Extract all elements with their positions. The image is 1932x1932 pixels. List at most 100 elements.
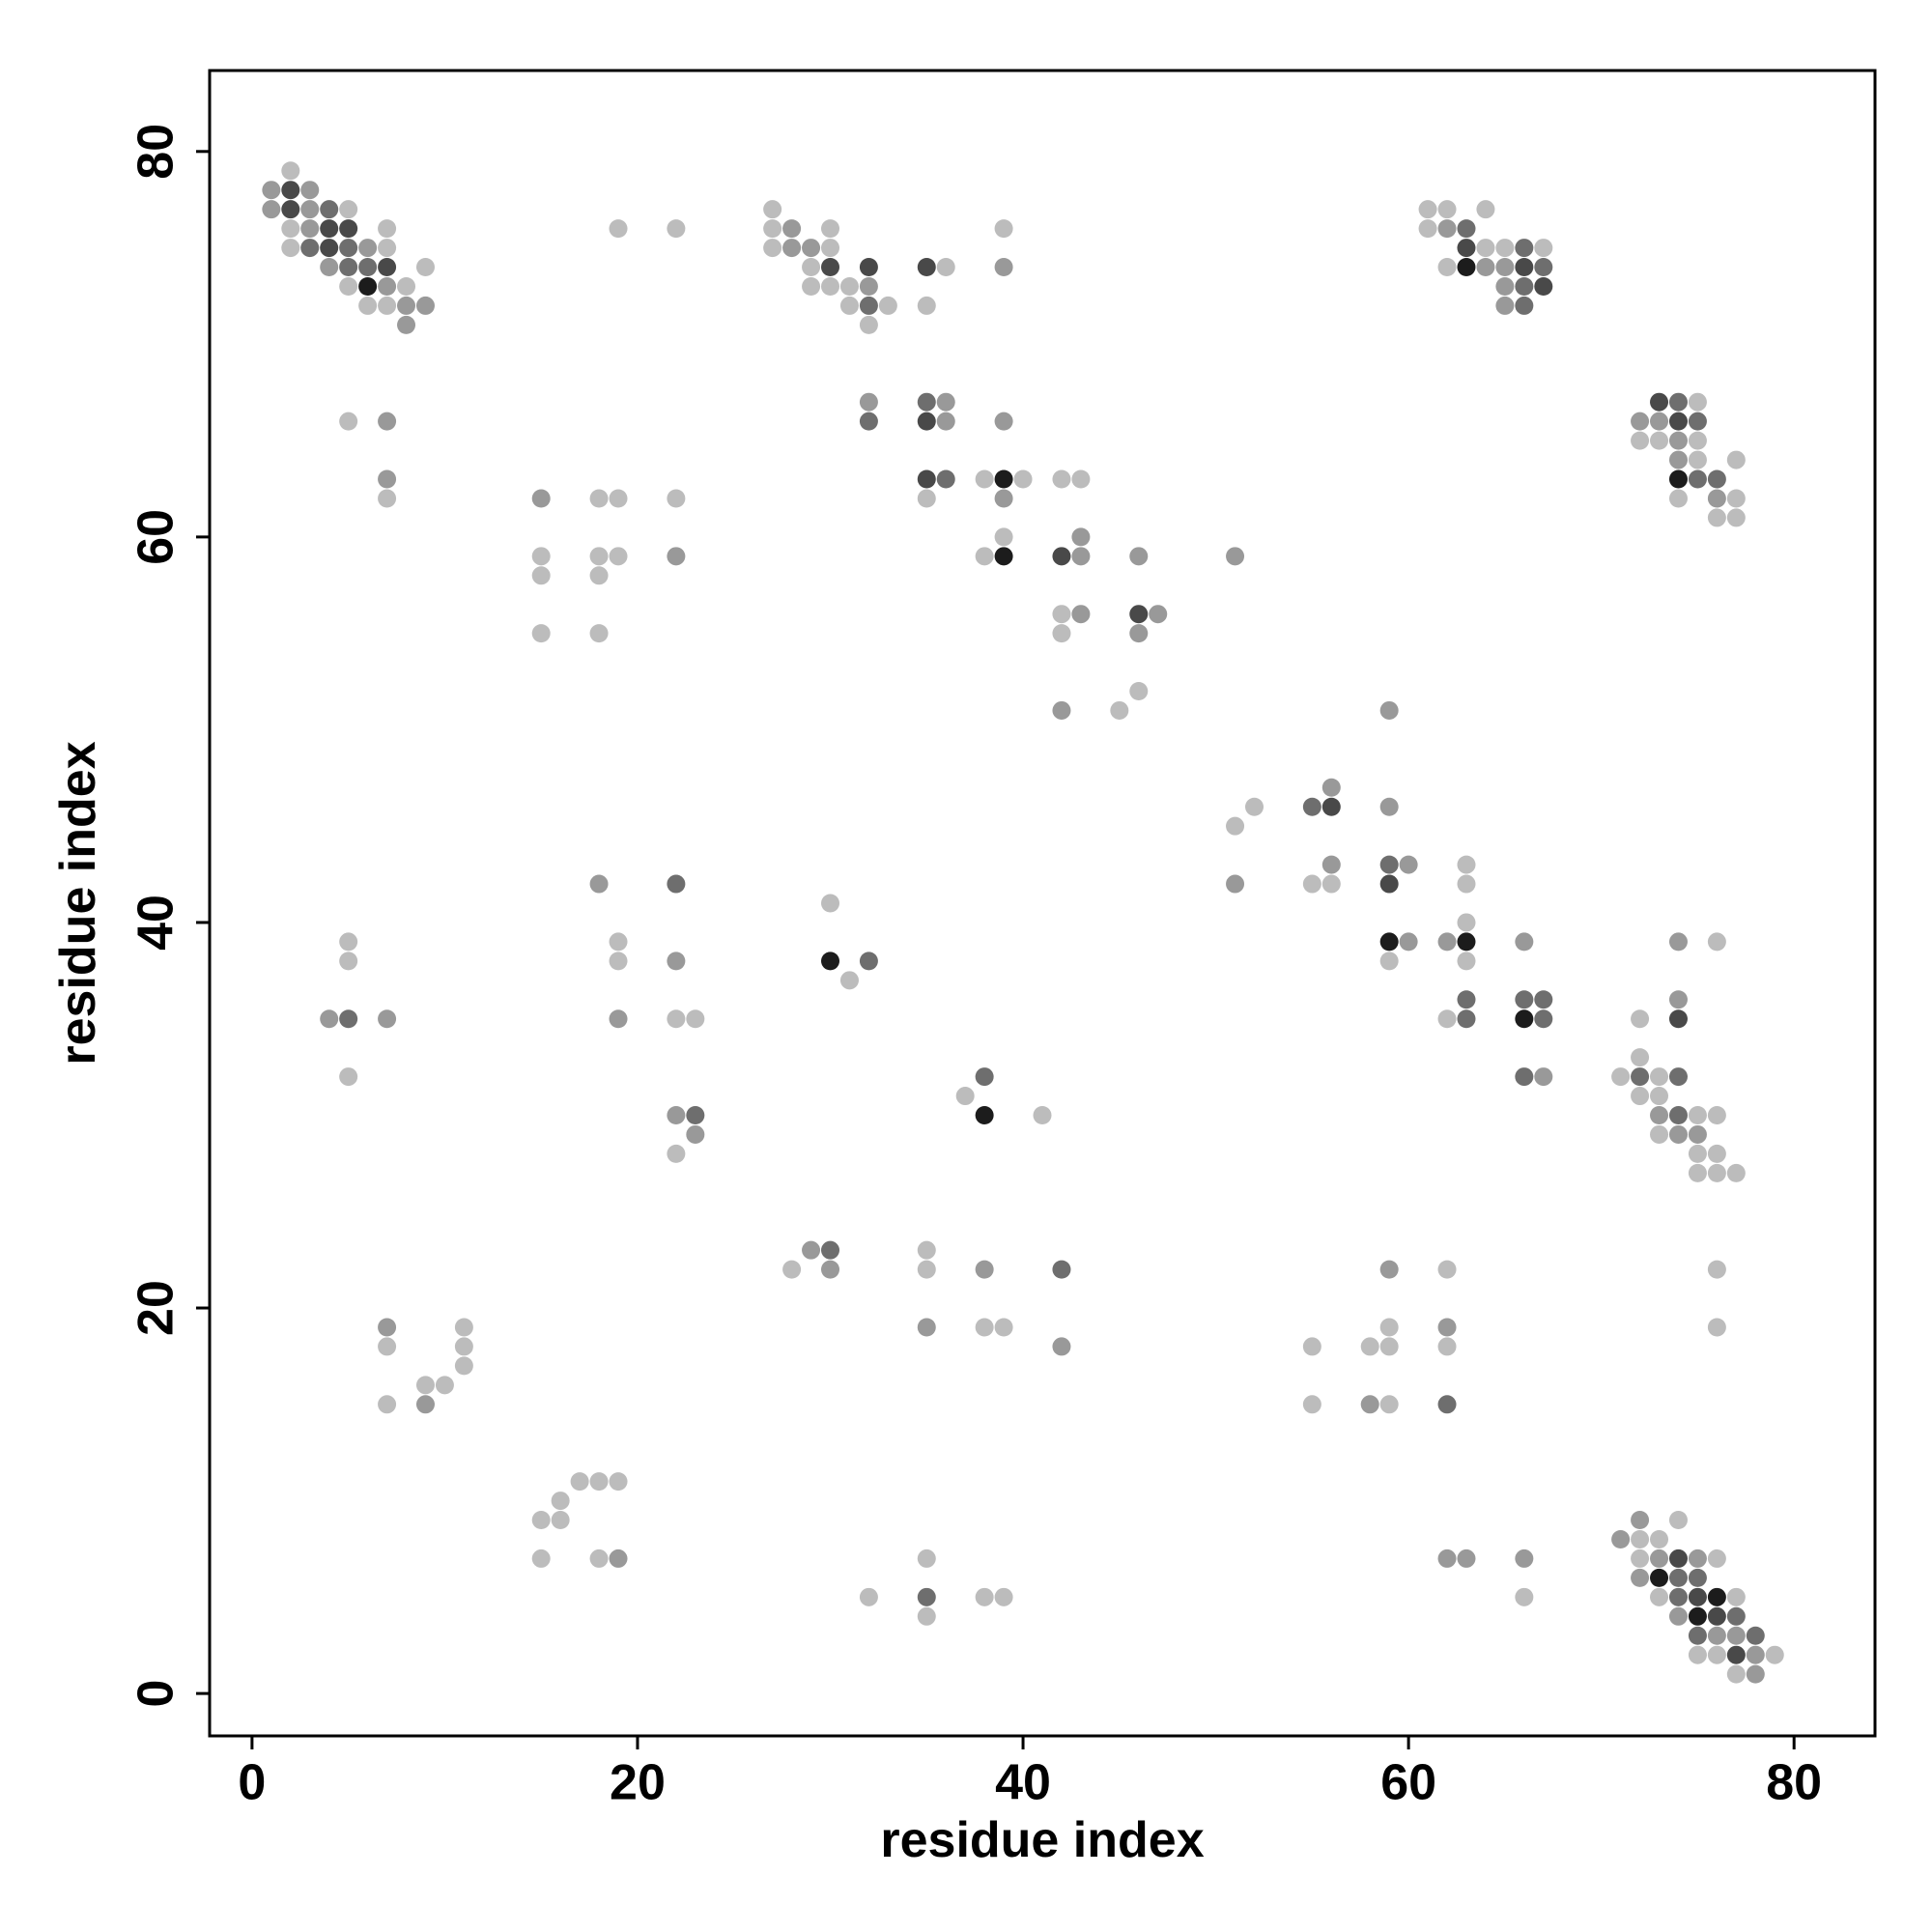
point	[917, 412, 936, 431]
point	[1726, 1664, 1746, 1684]
point	[339, 932, 358, 952]
point	[1399, 855, 1418, 874]
point	[782, 1260, 802, 1279]
point	[1302, 1395, 1321, 1414]
point	[1457, 990, 1476, 1009]
point	[1515, 1067, 1534, 1087]
point	[397, 315, 416, 334]
point	[1668, 1124, 1688, 1144]
point	[531, 624, 551, 643]
point	[1515, 1587, 1534, 1606]
point	[397, 276, 416, 296]
point	[1033, 1105, 1052, 1124]
point	[821, 1260, 840, 1279]
point	[994, 1318, 1013, 1337]
point	[1071, 605, 1091, 624]
point	[1726, 1645, 1746, 1664]
point	[1668, 469, 1688, 489]
point	[1668, 1568, 1688, 1587]
point	[300, 219, 320, 239]
point	[994, 258, 1013, 277]
point	[262, 181, 281, 200]
point	[1726, 1587, 1746, 1606]
point	[917, 489, 936, 508]
point	[1052, 605, 1071, 624]
point	[339, 258, 358, 277]
point	[1668, 450, 1688, 469]
point	[1707, 1318, 1726, 1337]
point	[1668, 1511, 1688, 1530]
point	[531, 547, 551, 566]
point	[821, 258, 840, 277]
point	[281, 219, 300, 239]
y-axis-label: residue index	[50, 741, 106, 1065]
point	[1129, 624, 1149, 643]
point	[1688, 1163, 1707, 1182]
point	[1726, 1606, 1746, 1626]
point	[1668, 990, 1688, 1009]
point	[1437, 1318, 1457, 1337]
point	[1418, 200, 1437, 219]
point	[1476, 258, 1495, 277]
point	[1379, 874, 1399, 894]
point	[300, 200, 320, 219]
point	[1379, 1337, 1399, 1356]
point	[358, 276, 378, 296]
point	[936, 412, 955, 431]
point	[763, 200, 782, 219]
point	[378, 1337, 397, 1356]
point	[839, 296, 859, 315]
point	[667, 1105, 686, 1124]
point	[917, 1606, 936, 1626]
point	[1437, 1260, 1457, 1279]
point	[358, 296, 378, 315]
point	[1515, 1009, 1534, 1029]
point	[1302, 874, 1321, 894]
point	[1457, 1009, 1476, 1029]
point	[936, 469, 955, 489]
point	[1668, 489, 1688, 508]
point	[975, 1318, 994, 1337]
point	[859, 258, 878, 277]
point	[1726, 489, 1746, 508]
point	[1746, 1626, 1765, 1645]
point	[1149, 605, 1168, 624]
point	[1321, 855, 1341, 874]
point	[415, 1376, 435, 1395]
point	[802, 1240, 821, 1260]
point	[378, 258, 397, 277]
point	[667, 874, 686, 894]
point	[1668, 1067, 1688, 1087]
point	[339, 239, 358, 258]
point	[1707, 469, 1726, 489]
point	[994, 469, 1013, 489]
point	[1707, 1105, 1726, 1124]
point	[917, 258, 936, 277]
point	[1534, 990, 1553, 1009]
point	[1052, 624, 1071, 643]
point	[1226, 874, 1245, 894]
point	[281, 200, 300, 219]
x-tick-label: 20	[610, 1755, 666, 1811]
point	[339, 200, 358, 219]
point	[1726, 450, 1746, 469]
point	[1631, 1529, 1650, 1548]
point	[1379, 1395, 1399, 1414]
point	[917, 392, 936, 412]
point	[1611, 1529, 1631, 1548]
point	[1668, 1105, 1688, 1124]
point	[262, 200, 281, 219]
point	[551, 1492, 570, 1511]
point	[839, 276, 859, 296]
point	[936, 258, 955, 277]
x-tick-label: 0	[238, 1755, 266, 1811]
point	[1515, 239, 1534, 258]
point	[1650, 1105, 1669, 1124]
point	[917, 1240, 936, 1260]
point	[378, 489, 397, 508]
point	[1399, 932, 1418, 952]
point	[1437, 932, 1457, 952]
point	[1534, 1067, 1553, 1087]
y-tick-label: 20	[128, 1280, 185, 1336]
point	[859, 296, 878, 315]
